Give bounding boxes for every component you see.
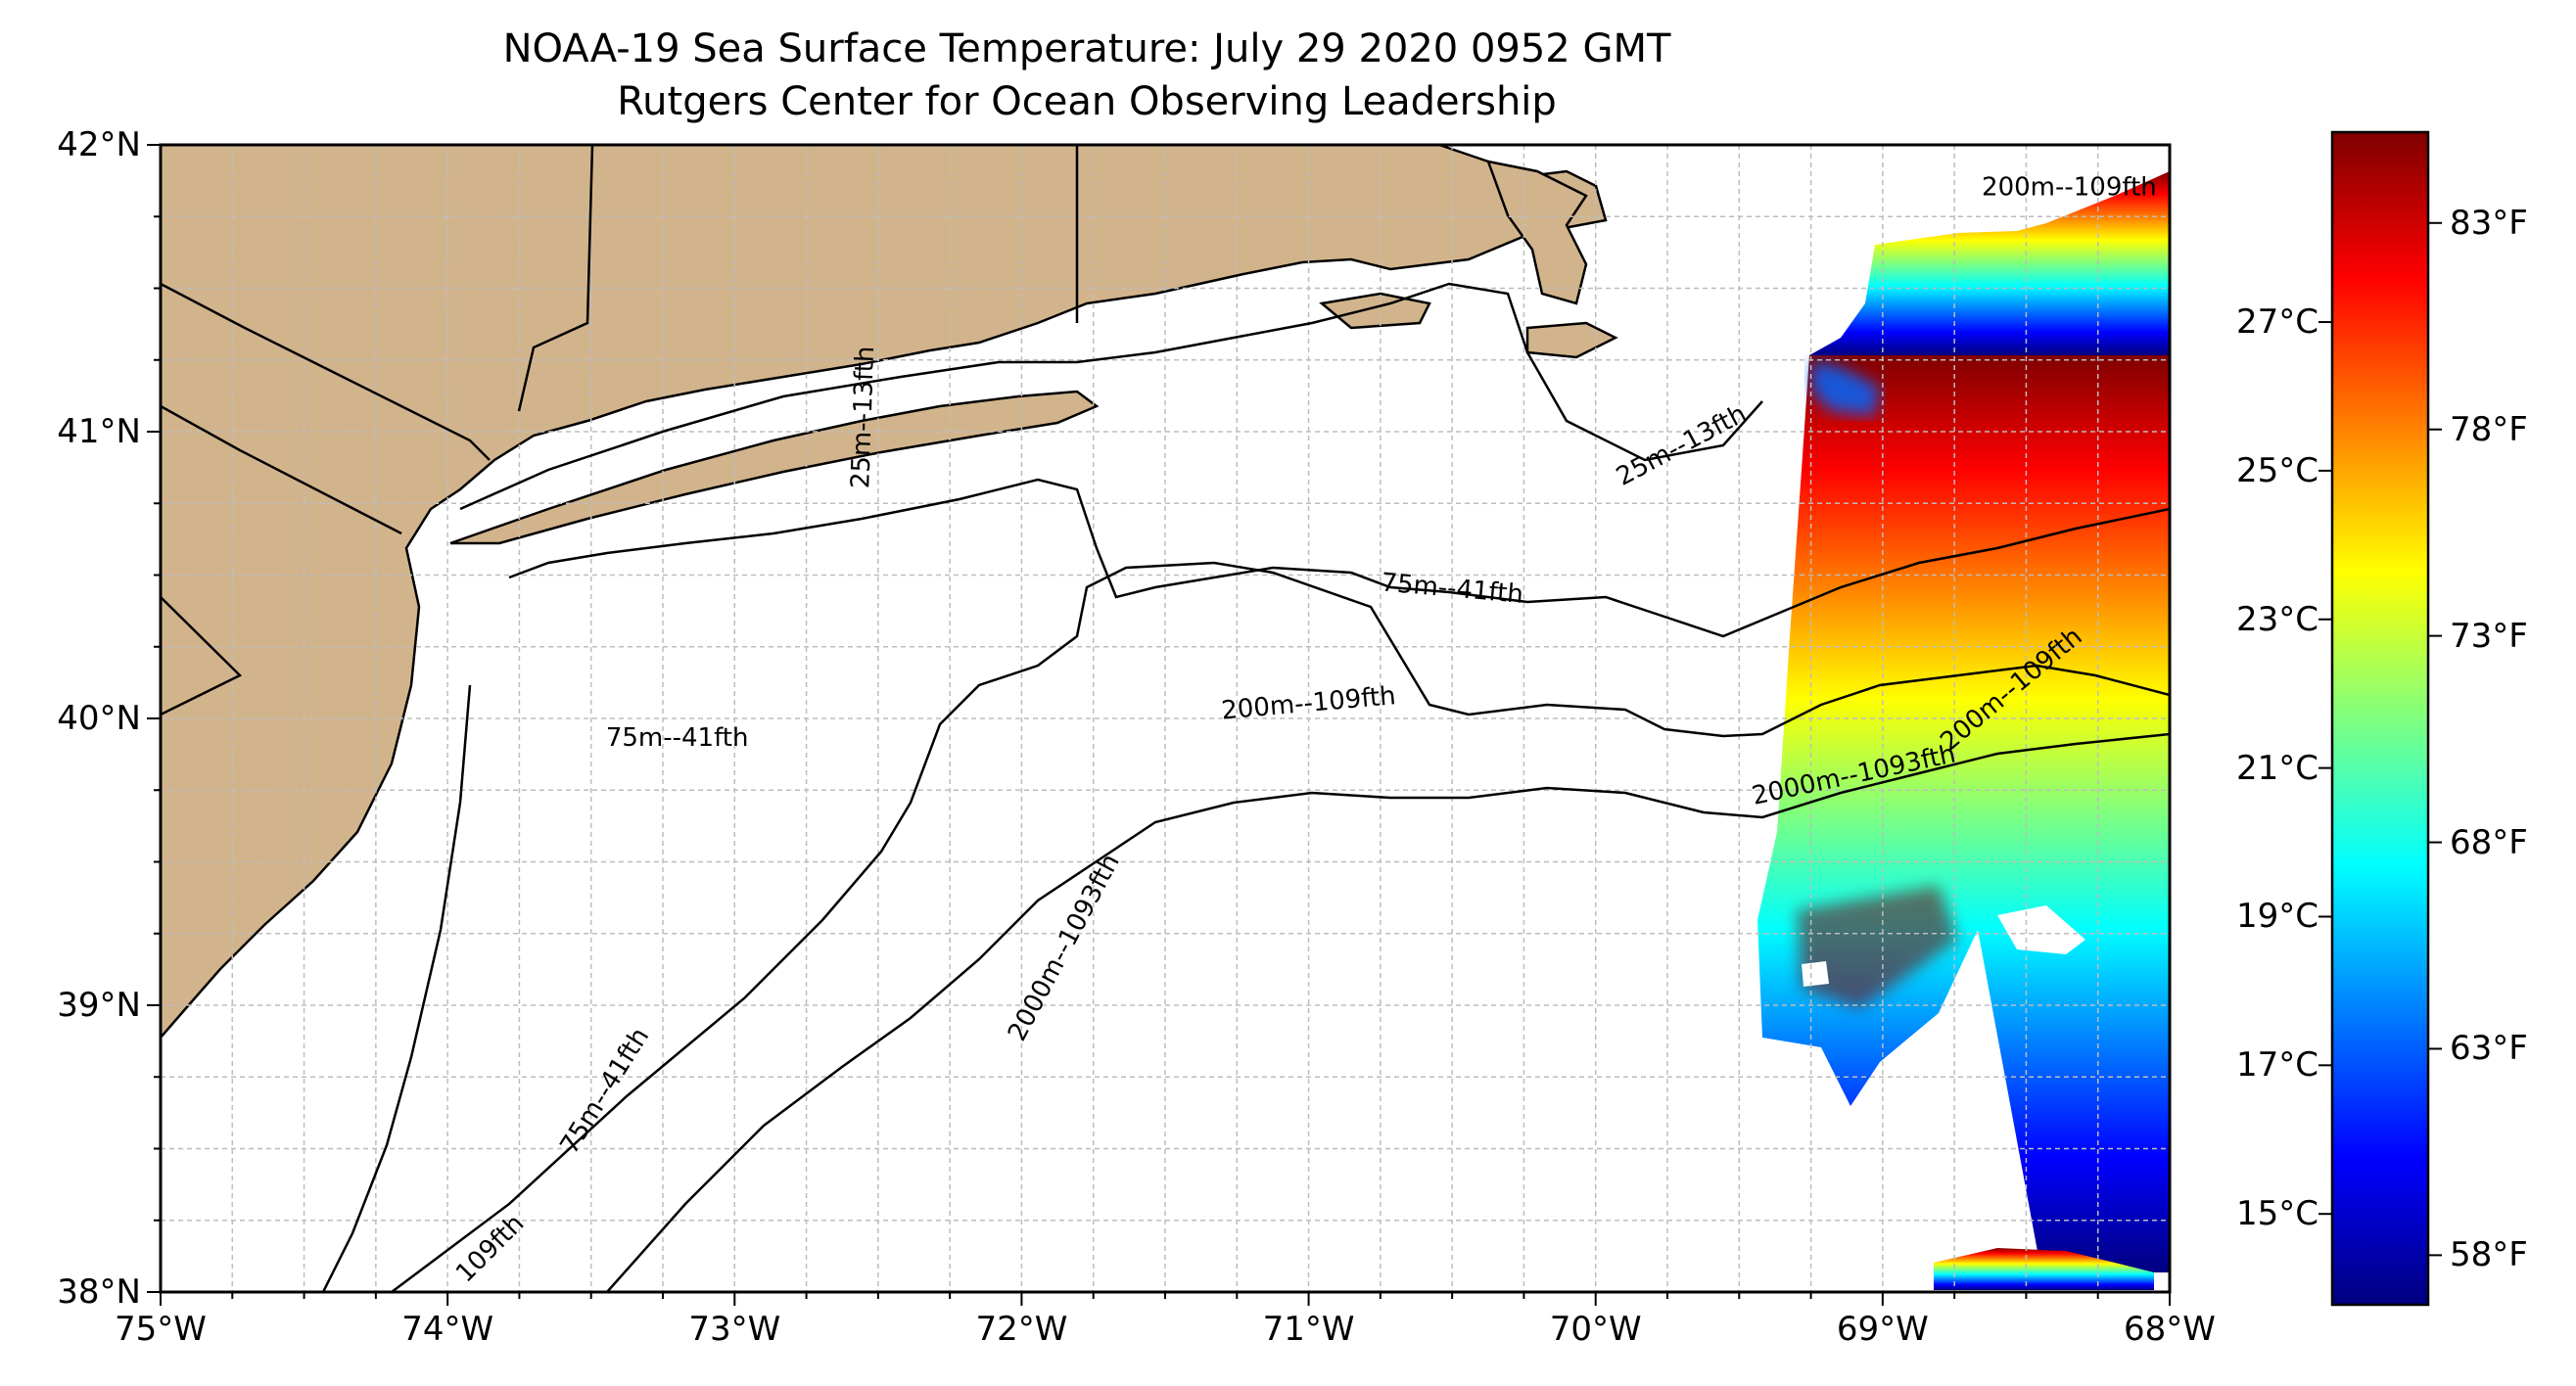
contour-75m-south [321, 684, 472, 1292]
contour-200m [391, 561, 2170, 1292]
marthas-vineyard [1319, 292, 1431, 330]
cape-cod [1486, 160, 1588, 305]
colorbar-c-label: 25°C [2235, 450, 2318, 490]
state-borders [161, 145, 1079, 716]
colorbar-c-label: 19°C [2235, 897, 2318, 937]
lon-tick-label: 71°W [1262, 1310, 1355, 1349]
sst-swath [1757, 171, 2170, 1290]
lon-tick-label: 74°W [401, 1310, 494, 1349]
lon-tick-label: 69°W [1836, 1310, 1929, 1349]
lat-tick-label: 38°N [57, 1272, 141, 1312]
lat-tick-label: 42°N [57, 125, 141, 164]
colorbar-f-label: 68°F [2450, 822, 2528, 862]
lon-tick-label: 73°W [688, 1310, 781, 1349]
colorbar-f-label: 78°F [2450, 409, 2528, 449]
lon-tick-label: 70°W [1549, 1310, 1642, 1349]
colorbar-c-label: 17°C [2235, 1045, 2318, 1086]
colorbar [2318, 130, 2442, 1307]
lat-tick-label: 41°N [57, 412, 141, 451]
contour-75m [508, 478, 2170, 638]
contour-label: 200m--109fth [1982, 172, 2157, 202]
lon-tick-label: 75°W [115, 1310, 207, 1349]
contour-label: 25m--13fth [846, 346, 880, 489]
contour-2000m [606, 732, 2170, 1292]
colorbar-ticks [2318, 221, 2442, 1257]
contour-25m [459, 282, 1763, 511]
bathymetry-contours [321, 282, 2170, 1292]
graticule [161, 145, 2170, 1292]
colorbar-f-label: 63°F [2450, 1029, 2528, 1069]
colorbar-gradient [2330, 130, 2430, 1307]
mainland-coast [161, 145, 1608, 1040]
lat-tick-label: 40°N [57, 699, 141, 738]
colorbar-c-label: 21°C [2235, 748, 2318, 788]
colorbar-c-label: 23°C [2235, 599, 2318, 639]
map-title: NOAA-19 Sea Surface Temperature: July 29… [502, 26, 1671, 71]
land-areas [161, 145, 1618, 1040]
colorbar-f-label: 73°F [2450, 616, 2528, 656]
colorbar-c-label: 15°C [2235, 1194, 2318, 1234]
contour-label: 75m--41fth [606, 723, 749, 753]
colorbar-f-label: 58°F [2450, 1235, 2528, 1275]
map-subtitle: Rutgers Center for Ocean Observing Leade… [617, 79, 1557, 124]
lon-tick-label: 72°W [975, 1310, 1068, 1349]
colorbar-c-label: 27°C [2235, 302, 2318, 343]
map-tick-marks [147, 144, 2171, 1306]
lat-tick-label: 39°N [57, 986, 141, 1025]
colorbar-f-label: 83°F [2450, 203, 2528, 243]
lon-tick-label: 68°W [2124, 1310, 2216, 1349]
long-island [449, 390, 1100, 545]
